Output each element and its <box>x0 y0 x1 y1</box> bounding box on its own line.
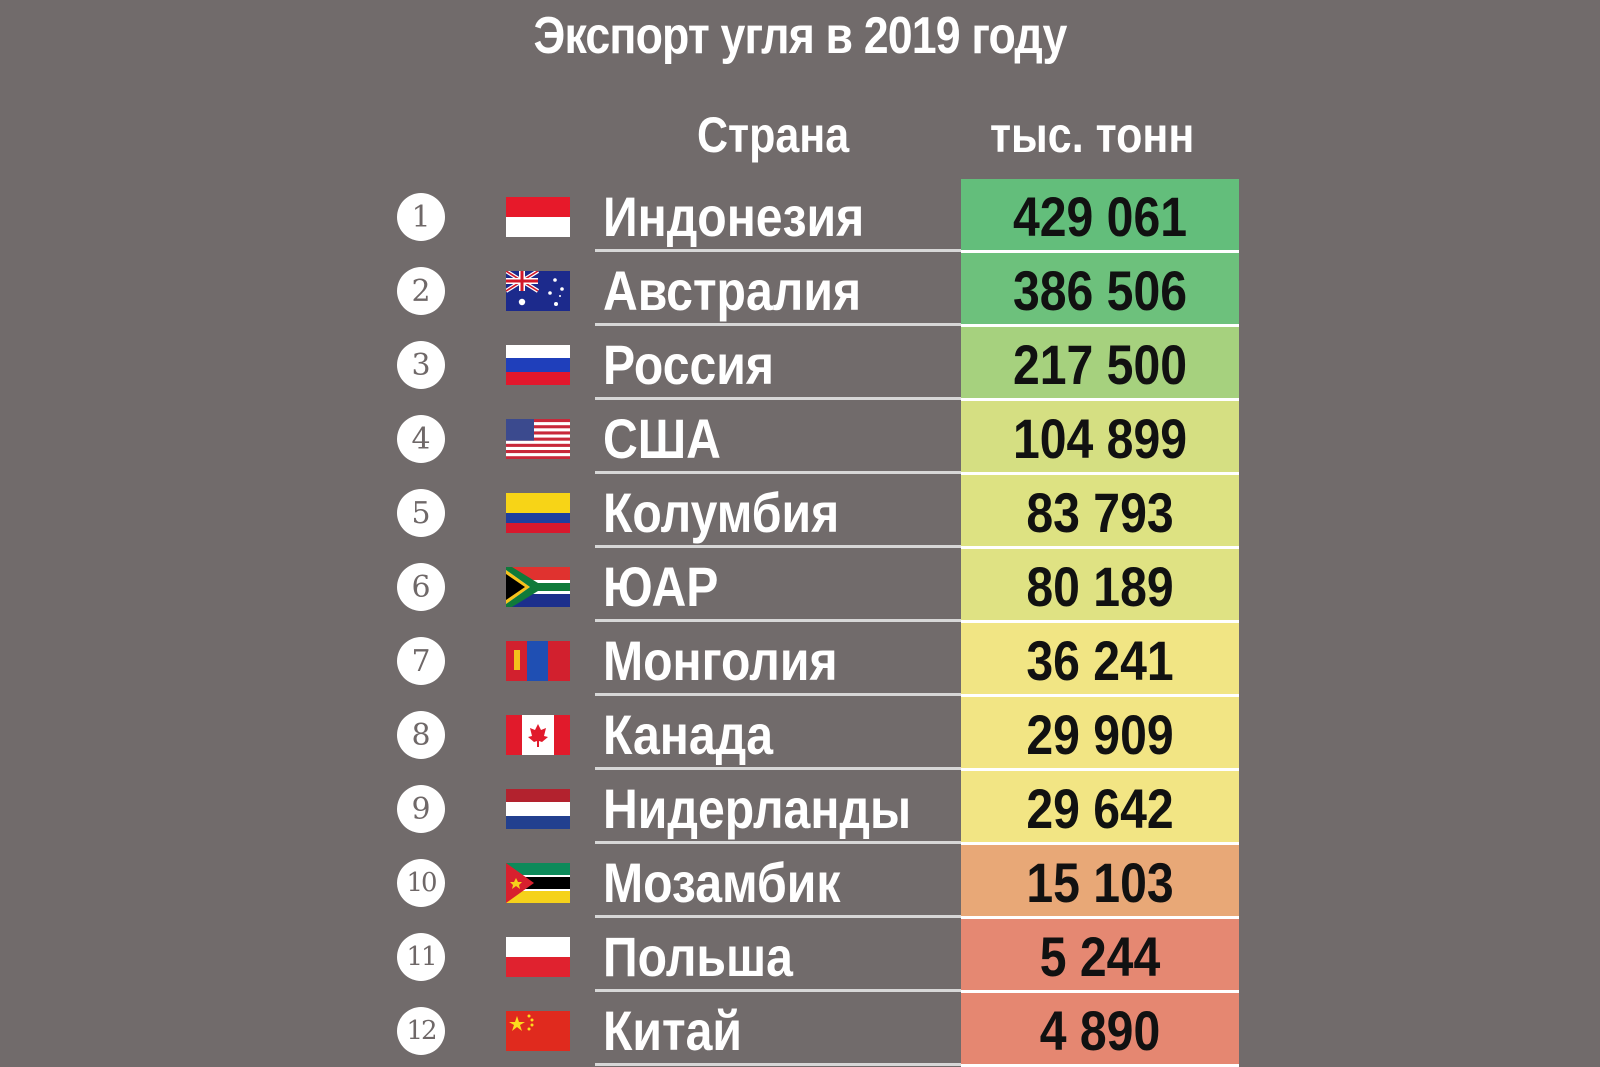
value-cell-fill <box>961 475 1239 549</box>
flag-australia-icon <box>506 271 570 311</box>
export-value: 4 890 <box>1039 999 1161 1062</box>
value-cell-fill <box>961 253 1239 327</box>
table-row: 9 Нидерланды 29 642 <box>0 771 1600 845</box>
flag-china-icon <box>506 1011 570 1051</box>
value-cell-fill <box>961 623 1239 697</box>
value-cell-fill <box>961 549 1239 623</box>
country-name: ЮАР <box>603 555 719 618</box>
rank-badge: 1 <box>397 193 445 241</box>
export-value: 29 642 <box>1026 777 1174 840</box>
country-name: Канада <box>603 703 773 766</box>
flag-usa-icon <box>506 419 570 459</box>
table-row: 3 Россия 217 500 <box>0 327 1600 401</box>
export-value: 5 244 <box>1039 925 1161 988</box>
export-value: 80 189 <box>1026 555 1174 618</box>
export-value: 429 061 <box>1012 185 1188 248</box>
country-name: Мозамбик <box>603 851 841 914</box>
rank-badge: 8 <box>397 711 445 759</box>
rank-badge: 7 <box>397 637 445 685</box>
value-cell-fill <box>961 845 1239 919</box>
country-name: Австралия <box>603 259 862 322</box>
country-name: Россия <box>603 333 774 396</box>
export-value: 104 899 <box>1012 407 1188 470</box>
value-cell-fill <box>961 401 1239 475</box>
rank-badge: 4 <box>397 415 445 463</box>
flag-poland-icon <box>506 937 570 977</box>
export-value: 217 500 <box>1012 333 1188 396</box>
row-divider <box>595 915 961 918</box>
table-row: 10 Мозамбик 15 103 <box>0 845 1600 919</box>
country-name: Колумбия <box>603 481 840 544</box>
rank-badge: 3 <box>397 341 445 389</box>
table-row: 4 США 104 899 <box>0 401 1600 475</box>
row-divider <box>595 841 961 844</box>
rank-badge: 5 <box>397 489 445 537</box>
value-cell-fill <box>961 993 1239 1067</box>
table-row: 5 Колумбия 83 793 <box>0 475 1600 549</box>
flag-colombia-icon <box>506 493 570 533</box>
country-name: Индонезия <box>603 185 865 248</box>
row-divider <box>595 397 961 400</box>
table-row: 1 Индонезия 429 061 <box>0 179 1600 253</box>
row-divider <box>595 471 961 474</box>
flag-indonesia-icon <box>506 197 570 237</box>
row-divider <box>595 545 961 548</box>
value-cell-fill <box>961 697 1239 771</box>
rank-badge: 11 <box>397 933 445 981</box>
rank-badge: 2 <box>397 267 445 315</box>
value-cell-fill <box>961 179 1239 253</box>
flag-mozambique-icon <box>506 863 570 903</box>
export-value: 15 103 <box>1026 851 1174 914</box>
flag-russia-icon <box>506 345 570 385</box>
export-value: 36 241 <box>1026 629 1174 692</box>
export-value: 83 793 <box>1026 481 1174 544</box>
country-name: Польша <box>603 925 793 988</box>
table-row: 12 Китай 4 890 <box>0 993 1600 1067</box>
row-divider <box>595 619 961 622</box>
table-row: 2 Австралия 386 506 <box>0 253 1600 327</box>
flag-netherlands-icon <box>506 789 570 829</box>
rank-badge: 6 <box>397 563 445 611</box>
table-row: 7 Монголия 36 241 <box>0 623 1600 697</box>
country-name: Китай <box>603 999 742 1062</box>
value-cell-fill <box>961 919 1239 993</box>
flag-mongolia-icon <box>506 641 570 681</box>
table-row: 11 Польша 5 244 <box>0 919 1600 993</box>
column-header-country: Страна <box>697 107 850 163</box>
rank-badge: 9 <box>397 785 445 833</box>
flag-canada-icon <box>506 715 570 755</box>
row-divider <box>595 767 961 770</box>
row-divider <box>595 693 961 696</box>
country-name: США <box>603 407 721 470</box>
export-value: 29 909 <box>1026 703 1174 766</box>
chart-title: Экспорт угля в 2019 году <box>533 7 1068 65</box>
value-cell-fill <box>961 327 1239 401</box>
table-row: 6 ЮАР 80 189 <box>0 549 1600 623</box>
export-value: 386 506 <box>1012 259 1188 322</box>
country-name: Нидерланды <box>603 777 912 840</box>
row-divider <box>595 989 961 992</box>
row-divider <box>595 323 961 326</box>
column-header-value: тыс. тонн <box>990 107 1195 163</box>
row-divider <box>595 1063 961 1066</box>
country-name: Монголия <box>603 629 838 692</box>
value-cell-fill <box>961 771 1239 845</box>
rank-badge: 10 <box>397 859 445 907</box>
table-row: 8 Канада 29 909 <box>0 697 1600 771</box>
row-divider <box>595 249 961 252</box>
flag-south-africa-icon <box>506 567 570 607</box>
rank-badge: 12 <box>397 1007 445 1055</box>
